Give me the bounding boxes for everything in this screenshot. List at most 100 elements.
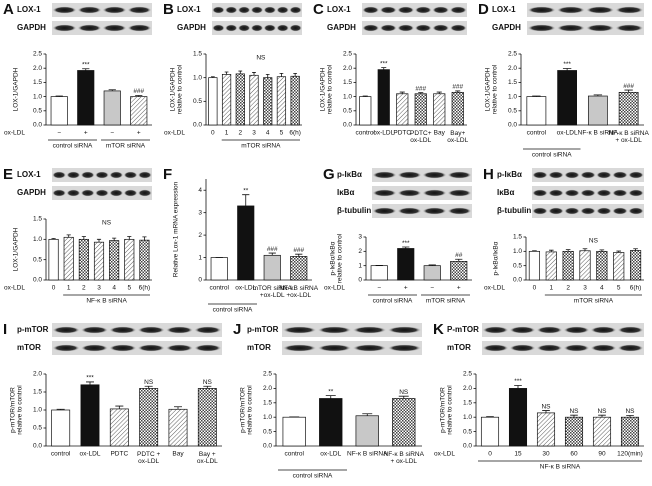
bar [396,93,409,126]
blot-band [165,326,194,334]
y-axis-label: LOX-1/GAPDH [320,67,327,111]
bar [48,238,59,281]
panel: K P-mTOR mTOR p-mTOR/mTOR relative to contro… [433,321,644,471]
y-axis-label: p-IκBα/IκBα [330,241,337,275]
y-tick-label: 0.0 [33,443,42,450]
blot-band [263,24,277,32]
blot-band [66,189,81,197]
y-tick-label: 3 [198,209,202,216]
error-bar [252,72,256,76]
y-axis-label: p-IκBα/IκBα [493,241,500,275]
blot-band [52,189,66,197]
y-tick-label: 0.5 [33,256,42,263]
blot-band [109,189,124,197]
blot-band [276,6,289,14]
significance: NS [541,403,551,410]
error-bar [418,92,424,94]
blot-label: LOX-1 [17,5,41,14]
blot-band [447,189,472,197]
group-label: control siRNA [373,298,413,305]
x-tick-label: 0 [533,285,537,292]
significance: NS [597,408,607,415]
y-tick-label: 1.0 [508,93,517,100]
y-tick-label: 2.5 [463,371,472,378]
group-label: control siRNA [532,152,572,159]
bar [592,416,612,447]
error-bar [428,264,436,266]
blot-band [362,6,380,14]
error-bar [565,249,571,252]
x-tick-label: NF-κ B siRNA + ox-LDL [384,451,425,465]
x-tick-label: control [527,130,547,137]
blot-band [449,24,467,32]
x-tick-label: 2 [82,285,86,292]
blot-band [590,326,617,334]
error-bar [542,410,550,413]
blot-band [615,6,644,14]
blot-band [372,207,397,215]
group-label: control siRNA [293,473,333,480]
error-bar [268,252,276,256]
error-bar [173,406,183,410]
blot-band [379,6,397,14]
blot-band [372,189,397,197]
blot-band [80,326,109,334]
blot-label: p-mTOR [17,325,49,334]
y-tick-label: 0.5 [263,428,272,435]
x-tick-label: PDTC+ ox-LDL [410,130,432,144]
group-label: mTOR siRNA [426,298,466,305]
blot-band [138,171,152,179]
x-tick-label: NF-kB siRNA +ox-LDL [279,285,318,299]
y-axis-label: p-mTOR/mTOR [440,387,447,433]
x-tick-label: control [355,130,375,137]
blot-band [77,24,102,32]
blot-label: β-tubulin [497,206,531,215]
blot-band [137,326,165,334]
bar [423,265,441,281]
y-tick-label: 2.0 [33,65,42,72]
blot-band [95,171,109,179]
blot-band [422,171,447,179]
significance: *** [402,240,410,247]
blot-band [237,24,251,32]
significance: *** [86,375,94,382]
x-tick-label: − [377,285,381,292]
blot-band [276,24,289,32]
x-tick-label: 4 [112,285,116,292]
significance: ### [452,84,463,91]
blot-band [422,189,447,197]
blot-band [225,6,238,14]
error-bar [570,414,578,418]
blot-band [52,24,77,32]
blot-band [447,207,472,215]
x-tick-label: 0 [488,451,492,458]
blot-band [109,344,137,352]
bar [536,412,556,447]
bar [355,415,379,447]
error-bar [144,385,153,389]
blot-band [397,189,422,197]
x-tick-label: PDTC + ox-LDL [137,451,161,465]
blot-band [564,171,580,179]
x-tick-label: 15 [514,451,522,458]
y-tick-label: 1 [358,262,362,269]
group-label: control siRNA [53,143,93,150]
error-bar [81,236,86,240]
bar [290,75,300,126]
significance: NS [144,379,154,386]
y-tick-label: 1.0 [193,74,202,81]
bar [562,250,574,281]
error-bar [562,68,572,71]
blot-band [580,207,596,215]
bar [237,205,255,281]
blot-band [556,6,585,14]
bar [433,93,446,126]
bar [392,398,416,447]
bar [290,256,308,281]
bar [109,408,129,447]
bar [319,398,343,447]
x-tick-label: 1 [225,130,229,137]
blot-band [628,189,644,197]
